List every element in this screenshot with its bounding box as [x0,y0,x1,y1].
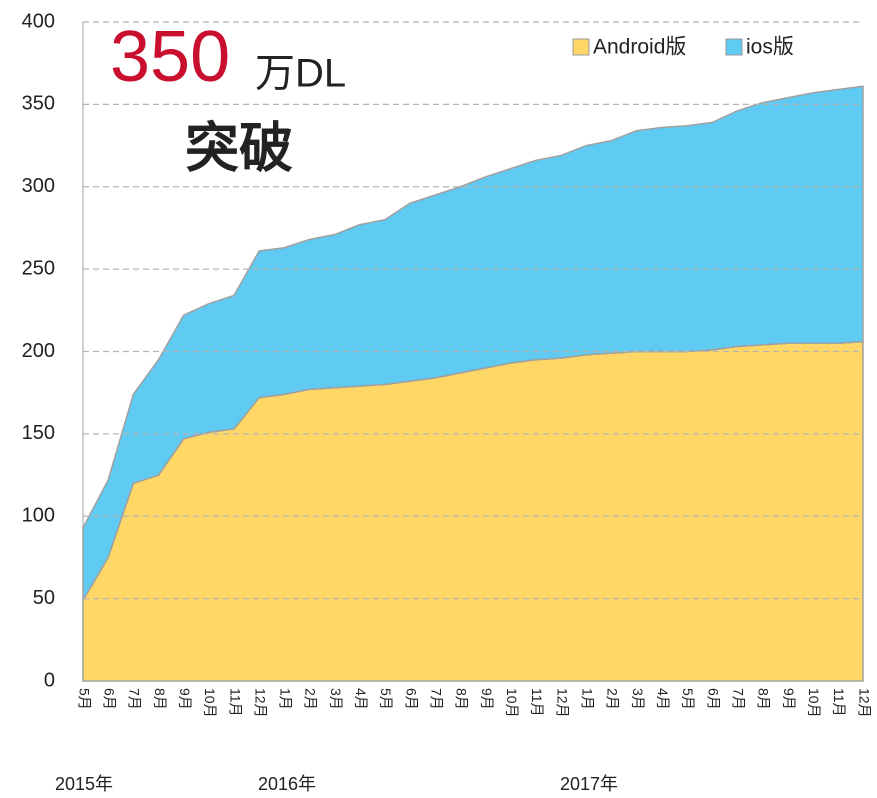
legend-label: Android版 [593,36,686,59]
x-tick-label: 4月 [655,688,671,710]
x-tick-label: 8月 [756,688,772,710]
x-tick-label: 2月 [303,688,319,710]
legend-swatch [572,38,590,56]
x-tick-label: 2月 [605,688,621,710]
x-tick-label: 10月 [504,688,520,718]
x-tick-label: 7月 [429,688,445,710]
area [82,85,864,604]
y-tick-label: 100 [22,505,55,527]
x-tick-label: 11月 [529,688,545,717]
year-label: 2016年 [258,774,316,794]
x-tick-label: 12月 [554,688,570,718]
x-tick-label: 1月 [278,688,294,710]
y-tick-label: 250 [22,257,55,279]
year-label: 2015年 [55,774,113,794]
year-label: 2017年 [560,774,618,794]
x-tick-label: 5月 [76,688,92,710]
x-tick-label: 8月 [454,688,470,710]
y-tick-label: 200 [22,340,55,362]
y-tick-label: 150 [22,422,55,444]
x-tick-label: 9月 [781,688,797,710]
y-tick-label: 400 [22,10,55,32]
x-tick-label: 9月 [177,688,193,710]
x-tick-label: 6月 [403,688,419,710]
x-tick-label: 8月 [152,688,168,710]
x-tick-label: 11月 [831,688,847,717]
x-tick-label: 10月 [806,688,822,718]
y-tick-label: 300 [22,175,55,197]
x-tick-label: 5月 [680,688,696,710]
legend-label: ios版 [746,36,794,59]
x-tick-label: 12月 [856,688,872,718]
legend-swatch [725,38,743,56]
x-tick-label: 3月 [328,688,344,710]
x-tick-label: 10月 [202,688,218,718]
x-tick-label: 4月 [353,688,369,710]
annotation-text: 突破 [185,118,293,178]
x-tick-label: 3月 [630,688,646,710]
y-tick-label: 350 [22,93,55,115]
x-tick-label: 6月 [101,688,117,710]
x-tick-label: 1月 [580,688,596,710]
annotation-unit: 万DL [255,52,346,96]
annotation-number: 350 [110,17,230,97]
y-tick-label: 0 [44,669,55,691]
x-tick-label: 7月 [127,688,143,710]
x-tick-label: 7月 [730,688,746,710]
x-tick-label: 6月 [705,688,721,710]
x-tick-label: 12月 [252,688,268,718]
x-tick-label: 9月 [479,688,495,710]
x-tick-label: 5月 [378,688,394,710]
x-tick-label: 11月 [227,688,243,717]
y-tick-label: 50 [33,587,55,609]
